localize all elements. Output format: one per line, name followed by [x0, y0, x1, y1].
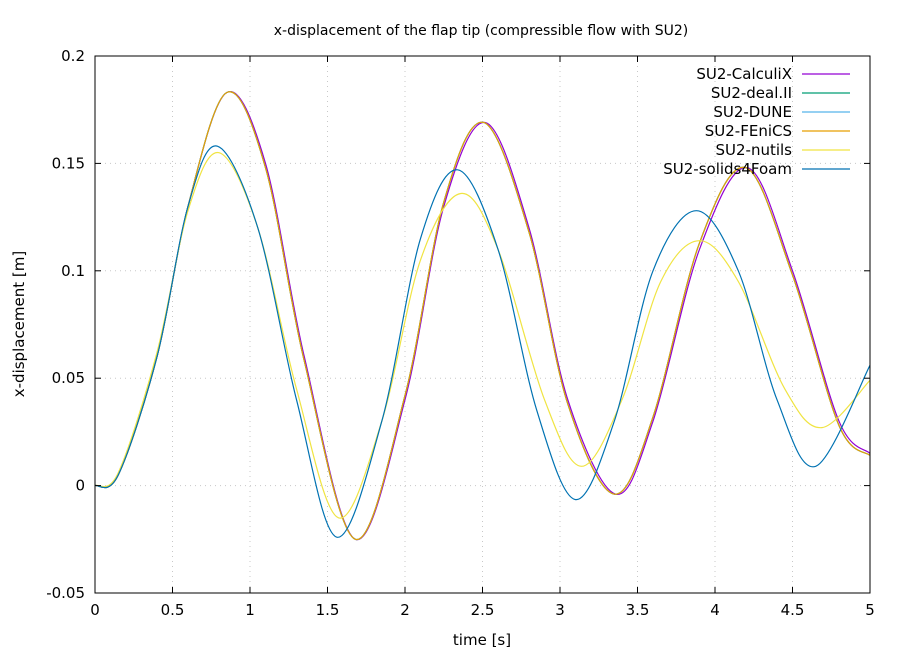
- legend-label: SU2-CalculiX: [696, 65, 792, 83]
- x-tick-label: 2.5: [471, 601, 495, 619]
- y-tick-label: 0.1: [61, 262, 85, 280]
- data-series: [95, 90, 870, 540]
- legend-label: SU2-solids4Foam: [663, 160, 792, 178]
- x-tick-label: 1.5: [316, 601, 340, 619]
- y-tick-label: 0.15: [52, 154, 85, 172]
- series-line: [95, 91, 870, 540]
- y-axis-label: x-displacement [m]: [10, 251, 28, 397]
- x-tick-label: 4.5: [781, 601, 805, 619]
- x-tick-label: 5: [865, 601, 875, 619]
- x-tick-label: 2: [400, 601, 410, 619]
- x-tick-label: 4: [710, 601, 720, 619]
- series-line: [95, 152, 870, 519]
- legend-label: SU2-nutils: [715, 141, 792, 159]
- x-tick-label: 3: [555, 601, 565, 619]
- series-line: [95, 145, 870, 538]
- x-tick-label: 1: [245, 601, 255, 619]
- grid-lines: [95, 56, 870, 593]
- axis-ticks: 0 0.5 1 1.5 2 2.5 3 3.5 4 4.5 5 -0.05 0 0.05 0.1 0.15 0.…: [46, 47, 875, 619]
- y-tick-label: 0.05: [52, 369, 85, 387]
- y-tick-label: -0.05: [46, 584, 85, 602]
- legend-label: SU2-deal.II: [711, 84, 792, 102]
- x-axis-label: time [s]: [453, 631, 511, 649]
- x-tick-label: 0.5: [161, 601, 185, 619]
- legend-label: SU2-DUNE: [713, 103, 792, 121]
- legend-label: SU2-FEniCS: [705, 122, 792, 140]
- legend: SU2-CalculiXSU2-deal.IISU2-DUNESU2-FEniC…: [663, 65, 850, 178]
- y-tick-label: 0.2: [61, 47, 85, 65]
- y-tick-label: 0: [75, 477, 85, 495]
- chart-title: x-displacement of the flap tip (compress…: [274, 23, 689, 39]
- x-tick-label: 3.5: [626, 601, 650, 619]
- x-tick-label: 0: [90, 601, 100, 619]
